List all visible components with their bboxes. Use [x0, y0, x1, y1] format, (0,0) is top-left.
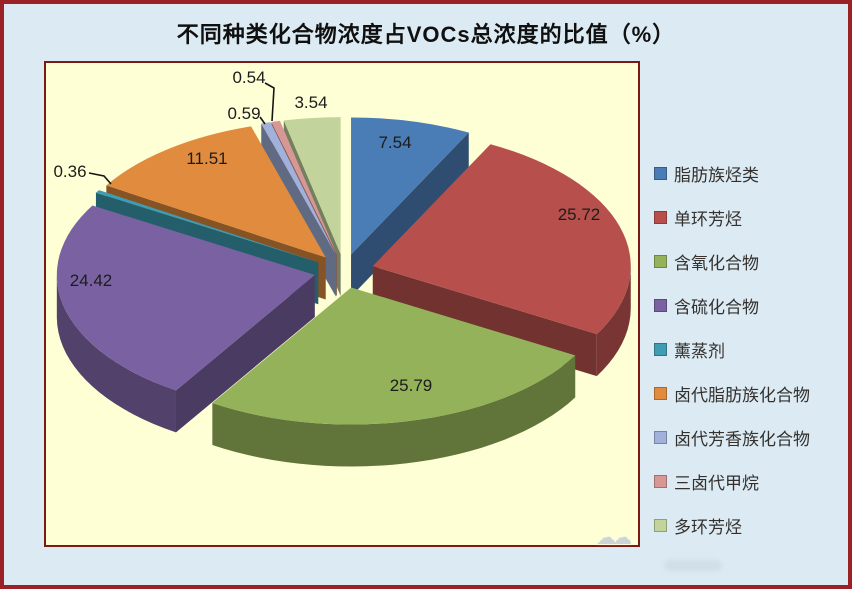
legend-item: 卤代芳香族化合物 [654, 425, 810, 450]
legend-label: 卤代脂肪族化合物 [674, 386, 810, 405]
legend-item: 单环芳烃 [654, 205, 810, 230]
legend: 脂肪族烃类单环芳烃含氧化合物含硫化合物薰蒸剂卤代脂肪族化合物 卤代芳香族化合物 三卤… [654, 161, 810, 538]
legend-label: 三卤代甲烷 [674, 474, 759, 493]
legend-item: 含硫化合物 [654, 293, 810, 318]
legend-swatch [654, 299, 667, 312]
legend-label: 多环芳烃 [674, 518, 742, 537]
legend-swatch [654, 211, 667, 224]
legend-swatch [654, 167, 667, 180]
watermark-clouds-icon: ☁☁ [596, 527, 632, 549]
legend-label: 单环芳烃 [674, 210, 742, 229]
legend-swatch [654, 475, 667, 488]
legend-swatch [654, 431, 667, 444]
legend-label: 脂肪族烃类 [674, 166, 759, 185]
legend-swatch [654, 255, 667, 268]
legend-label: 含氧化合物 [674, 254, 759, 273]
legend-swatch [654, 343, 667, 356]
legend-label: 薰蒸剂 [674, 342, 725, 361]
watermark-smudge [664, 560, 722, 571]
legend-item: 多环芳烃 [654, 513, 810, 538]
legend-item: 卤代脂肪族化合物 [654, 381, 810, 406]
chart-title: 不同种类化合物浓度占VOCs总浓度的比值（%） [176, 22, 676, 47]
legend-label: 卤代芳香族化合物 [674, 430, 810, 449]
legend-label: 含硫化合物 [674, 298, 759, 317]
legend-item: 三卤代甲烷 [654, 469, 810, 494]
legend-item: 脂肪族烃类 [654, 161, 810, 186]
legend-swatch [654, 387, 667, 400]
legend-item: 薰蒸剂 [654, 337, 810, 362]
legend-swatch [654, 519, 667, 532]
plot-area [44, 61, 640, 547]
legend-item: 含氧化合物 [654, 249, 810, 274]
